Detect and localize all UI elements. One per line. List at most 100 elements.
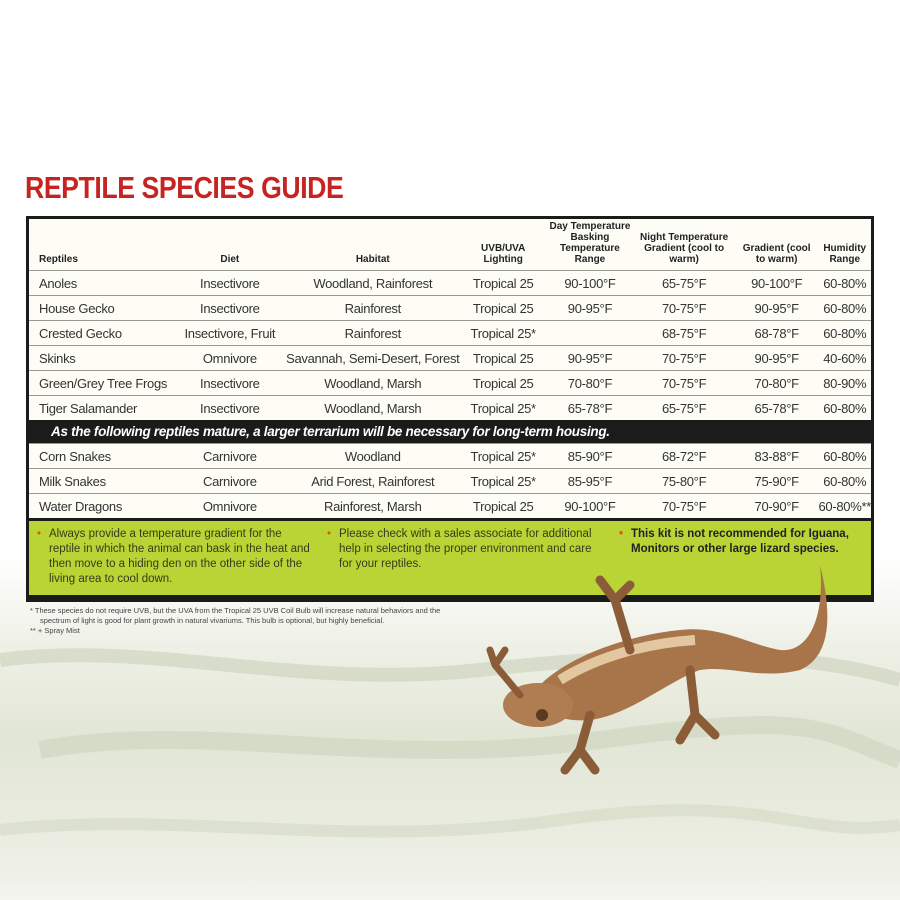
- table-cell: Crested Gecko: [29, 320, 174, 346]
- table-cell: 90-100°F: [546, 493, 634, 518]
- table-cell: Anoles: [29, 270, 174, 296]
- table-cell: Tropical 25*: [459, 320, 547, 346]
- table-cell: 60-80%: [818, 295, 871, 321]
- table-cell: 68-72°F: [633, 443, 735, 469]
- crested-gecko-image: [486, 565, 828, 775]
- table-cell: 90-95°F: [734, 345, 819, 371]
- table-cell: 60-80%: [818, 468, 871, 494]
- table-cell: Insectivore: [173, 395, 286, 420]
- table-cell: Tropical 25: [459, 370, 547, 396]
- table-cell: 40-60%: [818, 345, 871, 371]
- table-cell: Water Dragons: [29, 493, 174, 518]
- column-header: Gradient (cool to warm): [742, 243, 811, 265]
- larger-terrarium-notice: As the following reptiles mature, a larg…: [29, 420, 871, 444]
- table-cell: 65-75°F: [633, 270, 735, 296]
- table-cell: Woodland: [285, 443, 460, 469]
- tip-not-recommended: This kit is not recommended for Iguana, …: [619, 527, 861, 595]
- table-cell: 68-75°F: [633, 320, 735, 346]
- table-cell: Omnivore: [173, 345, 286, 371]
- table-cell: 60-80%: [818, 320, 871, 346]
- tip-gradient: Always provide a temperature gradient fo…: [37, 527, 311, 595]
- table-row: Anoles Insectivore Woodland, Rainforest Tro…: [29, 270, 871, 296]
- table-cell: Tropical 25*: [459, 395, 547, 420]
- table-cell: Rainforest: [285, 320, 460, 346]
- table-cell: Savannah, Semi-Desert, Forest: [285, 345, 460, 371]
- table-row: Milk Snakes Carnivore Arid Forest, Rainfor…: [29, 468, 871, 494]
- table-cell: Insectivore: [173, 370, 286, 396]
- table-cell: Skinks: [29, 345, 174, 371]
- table-cell: Tropical 25*: [459, 468, 547, 494]
- table-cell: Tropical 25: [459, 345, 547, 371]
- species-table: Reptiles Diet Habitat UVB/UVA Lighting Day T…: [29, 219, 871, 518]
- table-cell: House Gecko: [29, 295, 174, 321]
- table-cell: Tropical 25: [459, 295, 547, 321]
- table-row: Crested Gecko Insectivore, Fruit Rainfores…: [29, 320, 871, 346]
- table-cell: Green/Grey Tree Frogs: [29, 370, 174, 396]
- table-cell: Tiger Salamander: [29, 395, 174, 420]
- table-cell: 70-75°F: [633, 295, 735, 321]
- table-row: Green/Grey Tree Frogs Insectivore Woodland…: [29, 370, 871, 396]
- table-cell: 70-90°F: [734, 493, 819, 518]
- table-cell: Omnivore: [173, 493, 286, 518]
- table-cell: 80-90%: [818, 370, 871, 396]
- table-cell: 90-95°F: [546, 295, 634, 321]
- table-cell: 70-80°F: [546, 370, 634, 396]
- footnote-spray-mist: ** + Spray Mist: [30, 626, 80, 635]
- table-cell: Carnivore: [173, 443, 286, 469]
- table-cell: 75-80°F: [633, 468, 735, 494]
- footnotes: * These species do not require UVB, but …: [30, 606, 460, 636]
- table-row: House Gecko Insectivore Rainforest Tropical…: [29, 295, 871, 321]
- table-cell: 65-75°F: [633, 395, 735, 420]
- table-cell: 65-78°F: [734, 395, 819, 420]
- table-row: Corn Snakes Carnivore Woodland Tropical 25*…: [29, 443, 871, 469]
- table-cell: 83-88°F: [734, 443, 819, 469]
- table-row: Water Dragons Omnivore Rainforest, Marsh Tr…: [29, 493, 871, 518]
- table-cell: 60-80%: [818, 443, 871, 469]
- table-cell: Carnivore: [173, 468, 286, 494]
- table-cell: Rainforest: [285, 295, 460, 321]
- column-header: Humidity Range: [823, 243, 867, 265]
- table-cell: 60-80%**: [818, 493, 871, 518]
- table-row: Tiger Salamander Insectivore Woodland, Mar…: [29, 395, 871, 420]
- table-cell: Tropical 25*: [459, 443, 547, 469]
- column-header: Day Temperature Basking Temperature Rang…: [549, 221, 631, 265]
- column-header: Night Temperature Gradient (cool to warm…: [640, 232, 729, 265]
- table-cell: 65-78°F: [546, 395, 634, 420]
- table-cell: Arid Forest, Rainforest: [285, 468, 460, 494]
- table-cell: Insectivore, Fruit: [173, 320, 286, 346]
- table-cell: [546, 320, 634, 346]
- table-cell: Rainforest, Marsh: [285, 493, 460, 518]
- table-row: Skinks Omnivore Savannah, Semi-Desert, For…: [29, 345, 871, 371]
- table-cell: 90-100°F: [734, 270, 819, 296]
- table-cell: Milk Snakes: [29, 468, 174, 494]
- notice-text: As the following reptiles mature, a larg…: [29, 420, 871, 444]
- table-cell: 60-80%: [818, 270, 871, 296]
- tip-sales-associate: Please check with a sales associate for …: [327, 527, 601, 595]
- page-title: REPTILE SPECIES GUIDE: [25, 170, 344, 205]
- table-cell: Woodland, Marsh: [285, 395, 460, 420]
- tips-panel: Always provide a temperature gradient fo…: [29, 518, 871, 595]
- table-cell: Insectivore: [173, 270, 286, 296]
- table-cell: 70-75°F: [633, 370, 735, 396]
- table-cell: 68-78°F: [734, 320, 819, 346]
- table-cell: Insectivore: [173, 295, 286, 321]
- table-cell: 70-75°F: [633, 493, 735, 518]
- species-guide-panel: Reptiles Diet Habitat UVB/UVA Lighting Day T…: [26, 216, 874, 602]
- table-cell: Woodland, Marsh: [285, 370, 460, 396]
- table-cell: 70-75°F: [633, 345, 735, 371]
- column-header: Diet: [220, 254, 240, 265]
- table-cell: 85-90°F: [546, 443, 634, 469]
- table-cell: 90-95°F: [734, 295, 819, 321]
- table-cell: Woodland, Rainforest: [285, 270, 460, 296]
- table-cell: Corn Snakes: [29, 443, 174, 469]
- column-header: UVB/UVA Lighting: [481, 243, 526, 265]
- table-cell: 90-95°F: [546, 345, 634, 371]
- table-cell: 75-90°F: [734, 468, 819, 494]
- table-cell: Tropical 25: [459, 493, 547, 518]
- table-cell: 85-95°F: [546, 468, 634, 494]
- column-header: Habitat: [355, 254, 390, 265]
- table-cell: 60-80%: [818, 395, 871, 420]
- table-header-row: Reptiles Diet Habitat UVB/UVA Lighting Day T…: [29, 219, 871, 271]
- table-cell: 90-100°F: [546, 270, 634, 296]
- column-header: Reptiles: [39, 254, 78, 265]
